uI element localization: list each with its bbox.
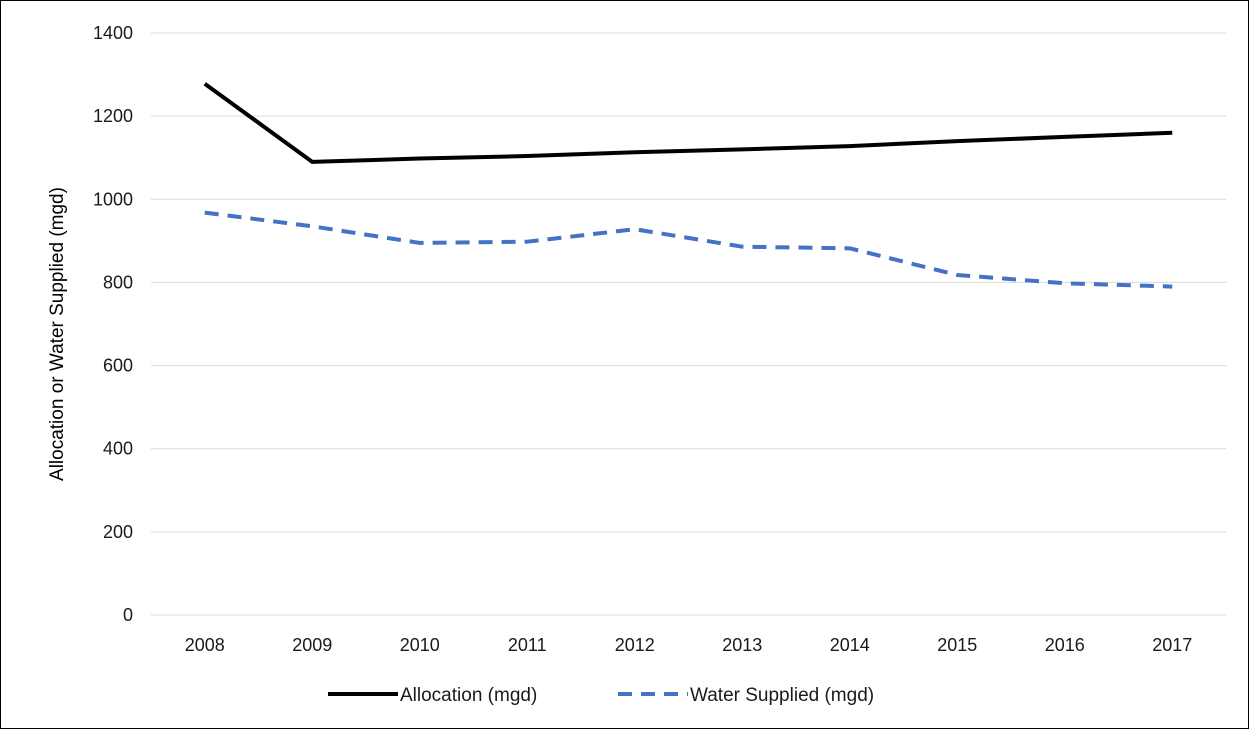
y-tick-label: 0 [123,605,133,625]
x-tick-label: 2008 [185,635,225,655]
legend-label: Water Supplied (mgd) [690,685,874,706]
data-point [203,82,207,86]
y-tick-label: 600 [103,356,133,376]
data-point [203,211,207,215]
x-tick-label: 2013 [722,635,762,655]
y-axis-title: Allocation or Water Supplied (mgd) [47,187,68,481]
y-tick-labels: 0 200 400 600 800 1000 1200 1400 [93,23,133,625]
data-point [310,224,314,228]
data-point [1063,281,1067,285]
data-point [418,241,422,245]
legend-label: Allocation (mgd) [400,685,537,706]
data-point [525,154,529,158]
data-point [740,147,744,151]
x-tick-label: 2009 [292,635,332,655]
x-tick-label: 2012 [615,635,655,655]
x-tick-label: 2010 [400,635,440,655]
x-tick-label: 2016 [1045,635,1085,655]
data-point [633,227,637,231]
series-line-allocation [203,82,1173,164]
y-tick-label: 1400 [93,23,133,43]
data-point [1063,135,1067,139]
data-point [848,246,852,250]
data-point [740,245,744,249]
data-point [955,273,959,277]
x-tick-label: 2017 [1152,635,1192,655]
series-line-water-supplied [204,210,1173,289]
data-point [848,144,852,148]
x-tick-label: 2014 [830,635,870,655]
x-tick-label: 2011 [508,635,547,655]
y-tick-label: 800 [103,272,133,292]
x-tick-label: 2015 [937,635,977,655]
data-point [1170,131,1174,135]
x-tick-labels: 2008 2009 2010 2011 2012 2013 2014 2015 2016 2017 [185,635,1193,655]
data-point [418,157,422,161]
y-tick-label: 1200 [93,106,133,126]
y-tick-label: 200 [103,522,133,542]
legend: Allocation (mgd) Water Supplied (mgd) [328,685,874,706]
data-point [1170,285,1174,289]
gridlines [151,32,1226,616]
data-point [310,160,314,164]
data-point [525,240,529,244]
data-point [633,150,637,154]
series-lines [203,82,1174,289]
y-tick-label: 400 [103,439,133,459]
y-tick-label: 1000 [93,189,133,209]
data-point [955,139,959,143]
